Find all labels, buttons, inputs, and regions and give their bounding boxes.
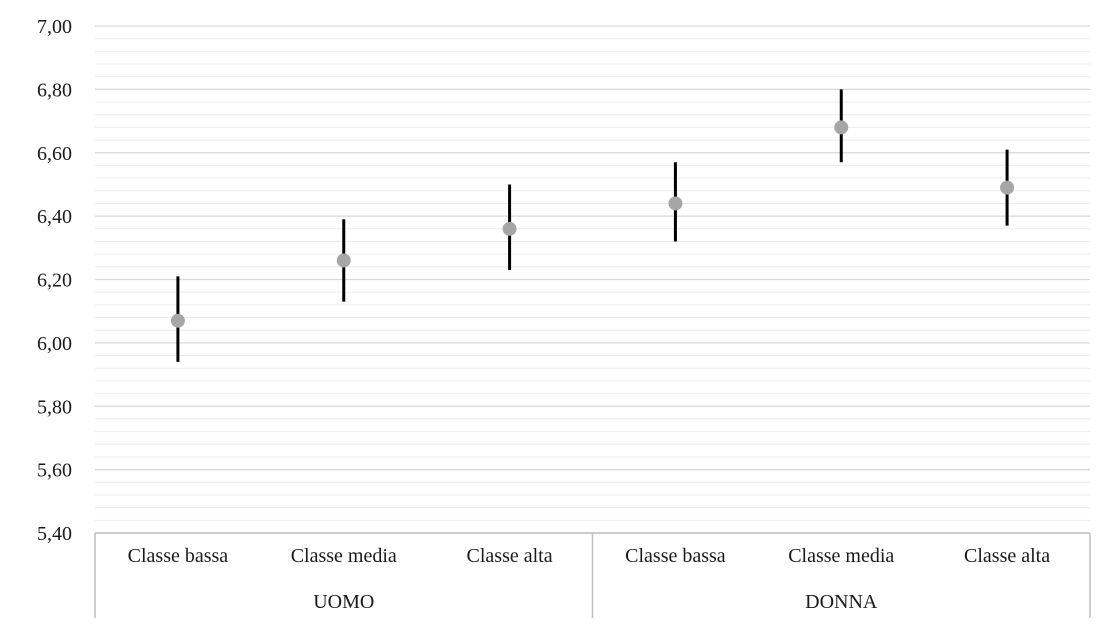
mean-marker <box>170 313 185 328</box>
category-label: Classe bassa <box>128 545 229 567</box>
y-tick-label: 5,60 <box>37 460 72 482</box>
mean-marker <box>1000 180 1015 195</box>
mean-marker <box>336 253 351 268</box>
category-label: Classe alta <box>964 545 1050 567</box>
category-label: Classe media <box>291 545 397 567</box>
group-label: DONNA <box>805 591 878 613</box>
y-tick-label: 6,20 <box>37 270 72 292</box>
y-tick-label: 5,40 <box>37 523 72 545</box>
y-tick-label: 6,60 <box>37 143 72 165</box>
mean-marker <box>834 120 849 135</box>
y-tick-label: 5,80 <box>37 396 72 418</box>
mean-marker <box>502 221 517 236</box>
y-tick-label: 6,00 <box>37 333 72 355</box>
group-label: UOMO <box>313 591 374 613</box>
y-tick-label: 7,00 <box>37 16 72 38</box>
category-label: Classe bassa <box>625 545 726 567</box>
category-label: Classe media <box>788 545 894 567</box>
category-label: Classe alta <box>467 545 553 567</box>
y-tick-label: 6,80 <box>37 79 72 101</box>
mean-marker <box>668 196 683 211</box>
y-tick-label: 6,40 <box>37 206 72 228</box>
